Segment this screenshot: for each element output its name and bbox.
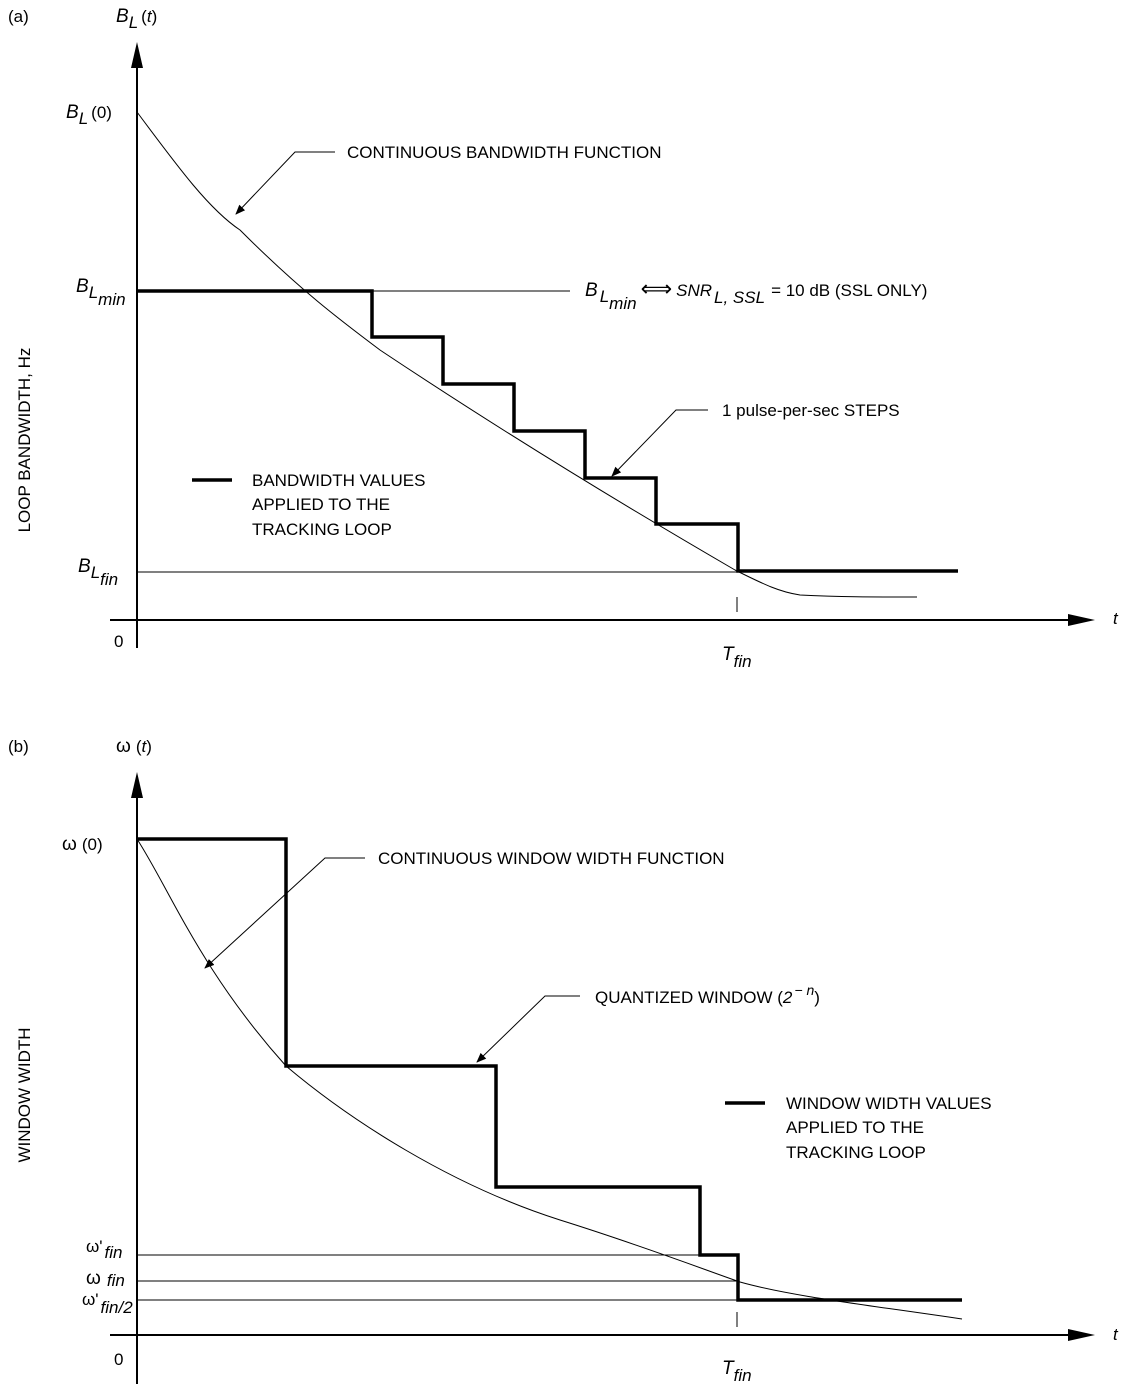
panel-b-callout-quantized-leader [476, 995, 580, 1063]
panel-b-callout-continuous-leader [204, 857, 365, 969]
panel-b-x-arrow [1068, 1329, 1095, 1341]
panel-a-equation: B Lmin⟺ SNR L, SSL = 10 dB (SSL ONLY) [585, 276, 927, 313]
panel-a-legend-line-2: APPLIED TO THE [252, 495, 390, 514]
panel-b-legend-line-1: WINDOW WIDTH VALUES [786, 1094, 992, 1113]
panel-b-tick-w0: ω (0) [62, 834, 103, 855]
panel-a-callout-steps-leader [611, 409, 708, 477]
panel-a-y-arrow [131, 42, 143, 68]
panel-b: (b) WINDOW WIDTH ω (t) t 0 ω (0) ω' fin ω fi… [8, 736, 1119, 1384]
panel-b-y-arrow [131, 772, 143, 798]
panel-a-y-axis-title: LOOP BANDWIDTH, Hz [15, 348, 34, 533]
panel-b-legend-line-3: TRACKING LOOP [786, 1143, 926, 1162]
panel-b-tick-wpfin2: ω' fin/2 [82, 1290, 133, 1317]
panel-b-tick-wfin: ω fin [86, 1268, 125, 1290]
panel-b-legend-line-2: APPLIED TO THE [786, 1118, 924, 1137]
panel-a-callout-continuous: CONTINUOUS BANDWIDTH FUNCTION [347, 143, 661, 162]
panel-b-tick-Tfin: Tfin [722, 1358, 752, 1384]
panel-b-y-axis-title: WINDOW WIDTH [15, 1027, 34, 1162]
panel-b-continuous-curve [136, 838, 963, 1320]
panel-a-x-axis-var: t [1113, 609, 1119, 628]
panel-a-y-axis-symbol: BL (t) [116, 6, 157, 32]
panel-a-x-arrow [1068, 614, 1095, 626]
panel-a-staircase [137, 289, 958, 573]
panel-b-tick-wpfin: ω' fin [86, 1237, 123, 1262]
panel-a-tick-BLfin: BLfin [78, 556, 118, 589]
panel-a-tick-Tfin: Tfin [722, 644, 752, 671]
panel-a-label: (a) [8, 7, 29, 26]
panel-b-callout-quantized: QUANTIZED WINDOW (2− n) [595, 982, 820, 1007]
panel-a-continuous-curve [136, 111, 918, 598]
panel-a: (a) LOOP BANDWIDTH, Hz BL (t) t 0 BL (0) B… [8, 6, 1119, 671]
panel-a-callout-continuous-leader [235, 151, 335, 215]
panel-b-x-axis-var: t [1113, 1325, 1119, 1344]
panel-b-staircase [137, 837, 962, 1302]
panel-a-legend-line-3: TRACKING LOOP [252, 520, 392, 539]
panel-a-origin: 0 [114, 632, 123, 651]
panel-b-y-axis-symbol: ω (t) [116, 736, 152, 757]
panel-a-tick-BL0: BL (0) [66, 102, 112, 128]
panel-b-callout-continuous: CONTINUOUS WINDOW WIDTH FUNCTION [378, 849, 725, 868]
panel-a-callout-steps: 1 pulse-per-sec STEPS [722, 401, 900, 420]
panel-a-legend-line-1: BANDWIDTH VALUES [252, 471, 426, 490]
panel-a-tick-BLmin: BLmin [76, 276, 126, 309]
panel-b-origin: 0 [114, 1350, 123, 1369]
panel-b-label: (b) [8, 737, 29, 756]
